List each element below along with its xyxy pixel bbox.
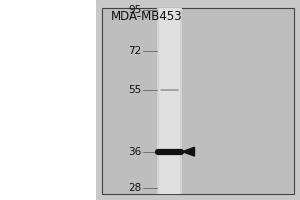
Text: 36: 36 (128, 147, 142, 157)
FancyBboxPatch shape (96, 0, 300, 200)
Text: 55: 55 (128, 85, 142, 95)
FancyBboxPatch shape (159, 8, 180, 194)
Text: 72: 72 (128, 46, 142, 56)
Polygon shape (182, 147, 194, 156)
FancyBboxPatch shape (102, 8, 294, 194)
Text: MDA-MB453: MDA-MB453 (111, 10, 183, 23)
Text: 28: 28 (128, 183, 142, 193)
FancyBboxPatch shape (157, 8, 182, 194)
Text: 95: 95 (128, 5, 142, 15)
